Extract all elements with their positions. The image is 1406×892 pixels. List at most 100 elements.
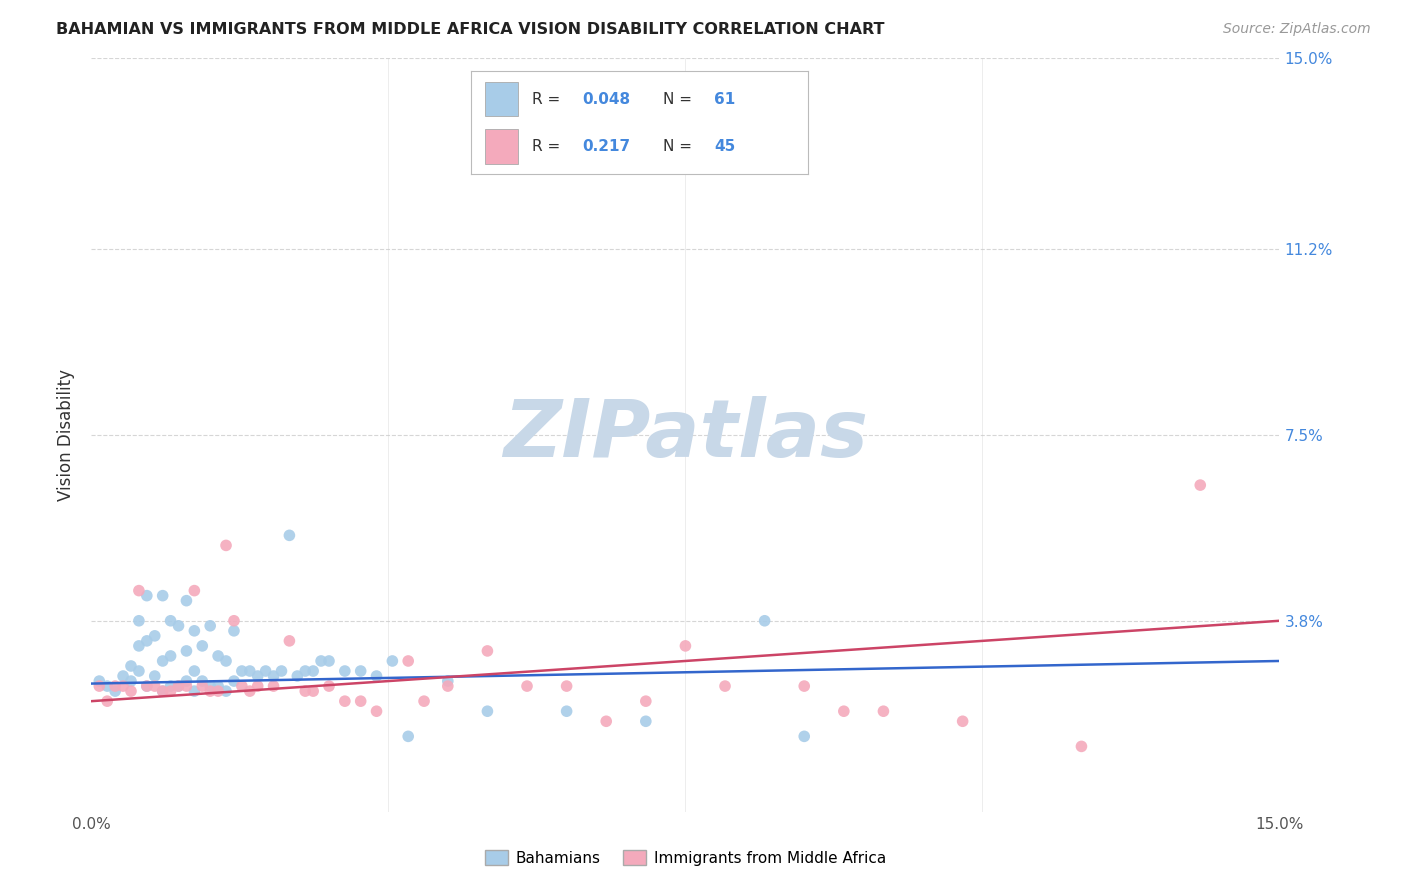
- Point: [263, 679, 285, 693]
- Point: [793, 730, 815, 744]
- Point: [112, 679, 135, 693]
- Point: [396, 654, 419, 668]
- Point: [793, 679, 815, 693]
- Point: [128, 664, 150, 678]
- Point: [239, 684, 262, 698]
- Point: [381, 654, 404, 668]
- Point: [350, 694, 373, 708]
- Point: [152, 684, 174, 698]
- Point: [595, 714, 617, 729]
- Point: [159, 679, 181, 693]
- Point: [318, 679, 340, 693]
- Point: [1189, 478, 1212, 492]
- Point: [159, 684, 181, 698]
- Point: [176, 674, 198, 689]
- Point: [246, 679, 269, 693]
- Point: [396, 730, 419, 744]
- Point: [215, 654, 238, 668]
- Point: [152, 654, 174, 668]
- Point: [231, 664, 253, 678]
- Point: [200, 619, 222, 633]
- Point: [333, 694, 356, 708]
- Text: R =: R =: [531, 92, 565, 106]
- Point: [104, 679, 127, 693]
- Legend: Bahamians, Immigrants from Middle Africa: Bahamians, Immigrants from Middle Africa: [478, 844, 893, 871]
- Point: [183, 583, 205, 598]
- Point: [350, 664, 373, 678]
- Point: [477, 644, 499, 658]
- Point: [436, 679, 458, 693]
- Text: Source: ZipAtlas.com: Source: ZipAtlas.com: [1223, 22, 1371, 37]
- Point: [254, 664, 277, 678]
- Point: [89, 674, 111, 689]
- Point: [872, 704, 894, 718]
- Point: [555, 679, 578, 693]
- Point: [278, 633, 301, 648]
- Point: [436, 674, 458, 689]
- Point: [167, 679, 190, 693]
- Point: [754, 614, 776, 628]
- Point: [120, 684, 142, 698]
- Point: [200, 679, 222, 693]
- Point: [302, 664, 325, 678]
- Text: N =: N =: [664, 92, 697, 106]
- Point: [128, 583, 150, 598]
- Point: [207, 679, 229, 693]
- Point: [263, 669, 285, 683]
- Point: [366, 704, 388, 718]
- Text: 45: 45: [714, 139, 735, 153]
- Point: [333, 664, 356, 678]
- Point: [309, 654, 332, 668]
- Point: [176, 593, 198, 607]
- Point: [832, 704, 855, 718]
- Text: 61: 61: [714, 92, 735, 106]
- Y-axis label: Vision Disability: Vision Disability: [58, 369, 76, 500]
- Point: [366, 669, 388, 683]
- Point: [294, 684, 316, 698]
- FancyBboxPatch shape: [485, 128, 519, 163]
- Point: [634, 694, 657, 708]
- Point: [135, 679, 157, 693]
- Point: [89, 679, 111, 693]
- Text: R =: R =: [531, 139, 569, 153]
- Point: [143, 629, 166, 643]
- Text: 0.048: 0.048: [582, 92, 630, 106]
- Point: [222, 624, 245, 638]
- Point: [207, 648, 229, 663]
- Point: [96, 694, 118, 708]
- Point: [516, 679, 538, 693]
- Point: [135, 589, 157, 603]
- Point: [555, 704, 578, 718]
- Point: [714, 679, 737, 693]
- Point: [167, 619, 190, 633]
- Point: [239, 664, 262, 678]
- Point: [159, 614, 181, 628]
- Point: [231, 679, 253, 693]
- Point: [246, 669, 269, 683]
- Point: [167, 679, 190, 693]
- Point: [952, 714, 974, 729]
- Point: [278, 528, 301, 542]
- Point: [477, 704, 499, 718]
- Point: [120, 674, 142, 689]
- Point: [104, 684, 127, 698]
- Point: [222, 614, 245, 628]
- Point: [96, 679, 118, 693]
- Point: [191, 674, 214, 689]
- Point: [176, 644, 198, 658]
- Point: [183, 624, 205, 638]
- Point: [120, 659, 142, 673]
- Point: [143, 679, 166, 693]
- Point: [207, 684, 229, 698]
- Point: [152, 684, 174, 698]
- Point: [215, 684, 238, 698]
- Point: [294, 664, 316, 678]
- Point: [159, 648, 181, 663]
- Point: [191, 639, 214, 653]
- Point: [673, 639, 696, 653]
- Point: [215, 538, 238, 552]
- Point: [152, 589, 174, 603]
- Text: 0.217: 0.217: [582, 139, 630, 153]
- Text: ZIPatlas: ZIPatlas: [503, 396, 868, 474]
- Point: [318, 654, 340, 668]
